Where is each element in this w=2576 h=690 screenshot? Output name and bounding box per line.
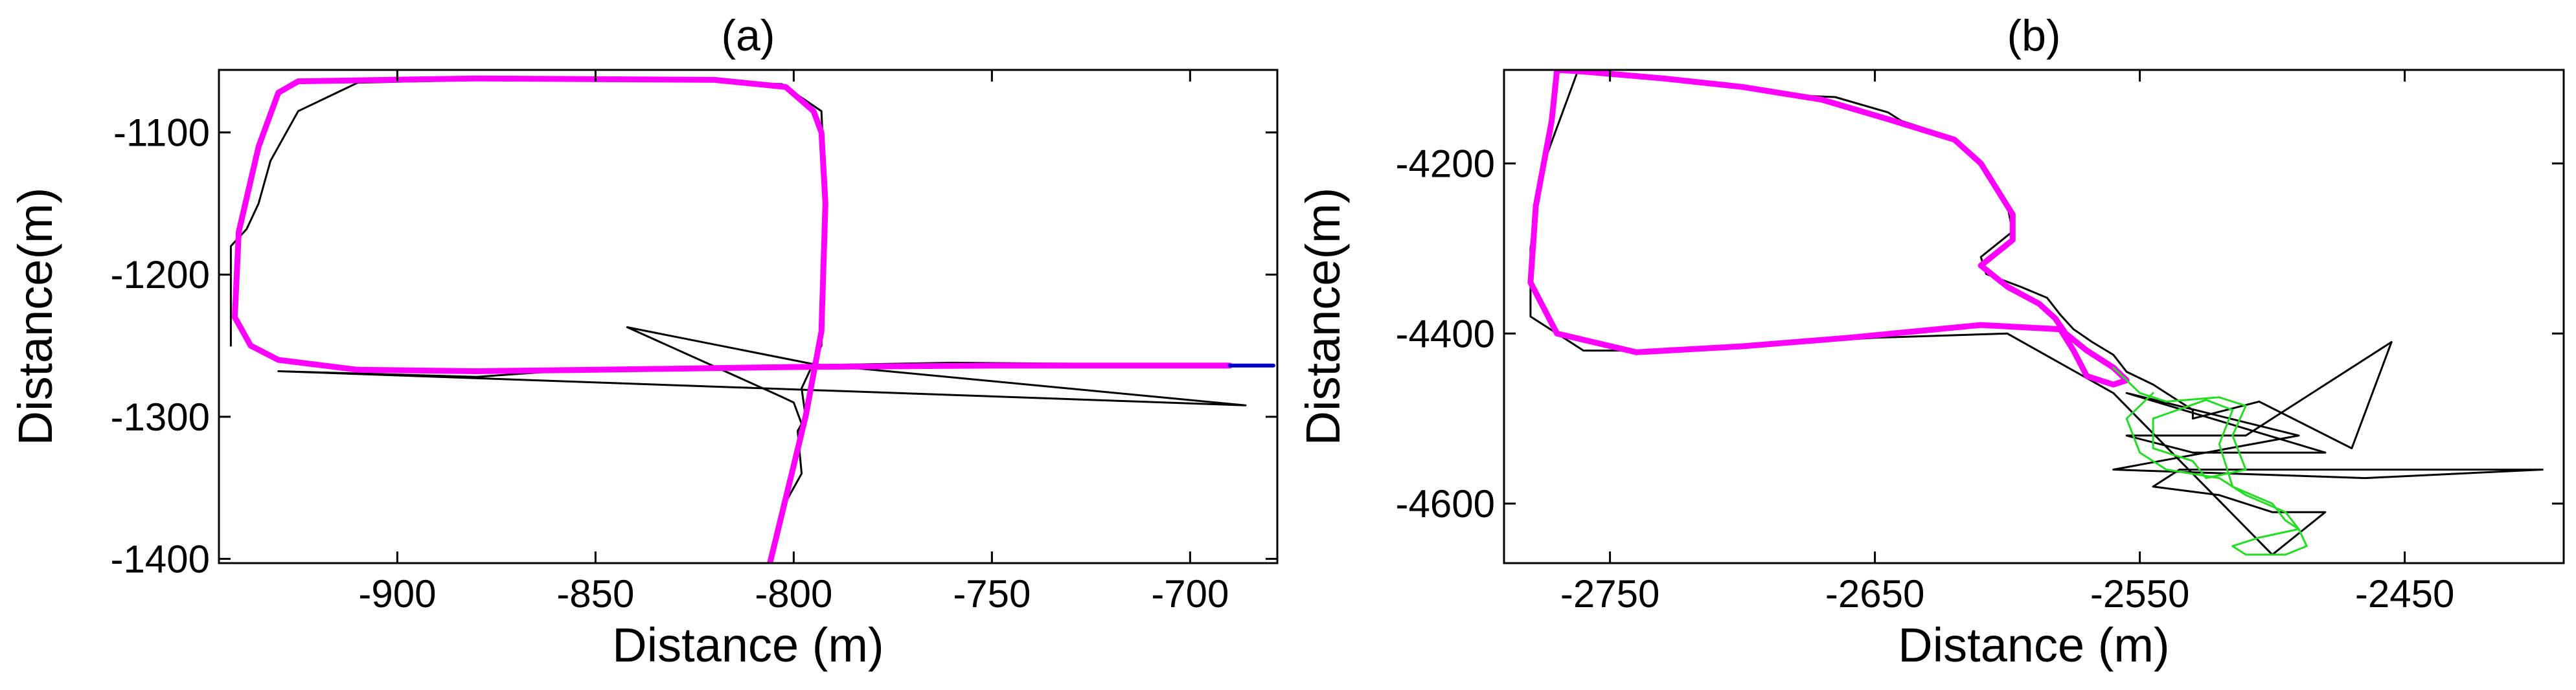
y-tick-label: -4200 [1396, 142, 1495, 186]
x-tick-label: -700 [1151, 572, 1229, 616]
x-tick-label: -750 [953, 572, 1031, 616]
series-magenta-trace [232, 75, 1233, 563]
y-tick-label: -4600 [1396, 482, 1495, 526]
x-tick-label: -850 [556, 572, 634, 616]
x-tick-label: -2550 [2090, 572, 2189, 616]
panel-a: -900 -850 -800 -750 -700 -1100 -1200 -1300 -1400… [8, 11, 1279, 672]
chart-title: (a) [721, 11, 775, 60]
series-group [229, 75, 1275, 563]
chart-title: (b) [2007, 11, 2060, 60]
plot-frame [1503, 69, 2565, 564]
series-black-trace [1529, 70, 2544, 556]
x-tick-label: -2750 [1560, 572, 1659, 616]
y-axis-label: Distance(m) [8, 188, 62, 446]
x-axis-label: Distance (m) [1898, 618, 2169, 672]
x-tick-label: -800 [755, 572, 832, 616]
y-tick-label: -1200 [111, 253, 210, 296]
y-tick-label: -4400 [1396, 312, 1495, 355]
series-green-trace [2112, 366, 2308, 556]
y-tick-label: -1100 [113, 111, 210, 155]
panel-b: -2750 -2650 -2550 -2450 -4200 -4400 -4600 (b) Di… [1296, 11, 2565, 672]
x-axis-label: Distance (m) [612, 618, 883, 672]
series-group [1527, 70, 2544, 556]
y-tick-label: -1400 [111, 537, 210, 581]
x-tick-label: -900 [358, 572, 436, 616]
x-tick-label: -2450 [2355, 572, 2454, 616]
series-magenta-trace [1527, 70, 2130, 388]
series-black-trace [229, 78, 1247, 563]
x-tick-label: -2650 [1825, 572, 1924, 616]
plot-frame [218, 69, 1279, 564]
y-tick-label: -1300 [111, 395, 210, 439]
y-axis-label: Distance(m) [1296, 188, 1350, 446]
